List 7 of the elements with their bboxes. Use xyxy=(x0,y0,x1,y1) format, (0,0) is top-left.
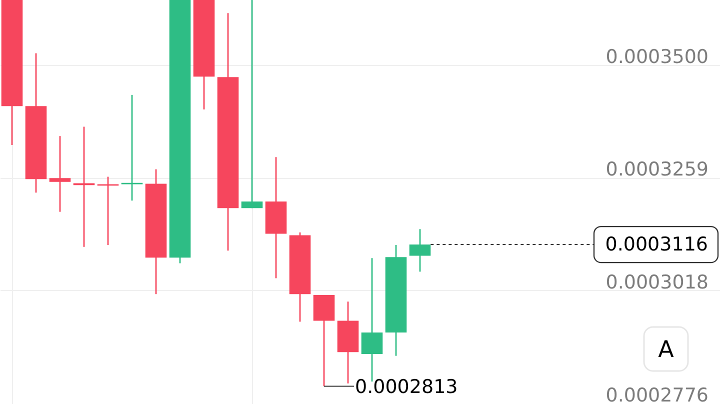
y-tick-label: 0.0003259 xyxy=(606,158,708,181)
y-tick-label: 0.0003018 xyxy=(606,271,708,294)
ref-line-label: 0.0003116 xyxy=(605,234,708,256)
annotation: A xyxy=(658,337,674,363)
annotation: 0.0002813 xyxy=(355,376,458,398)
y-tick-label: 0.0003500 xyxy=(606,46,708,68)
y-tick-label: 0.0002776 xyxy=(606,384,708,404)
